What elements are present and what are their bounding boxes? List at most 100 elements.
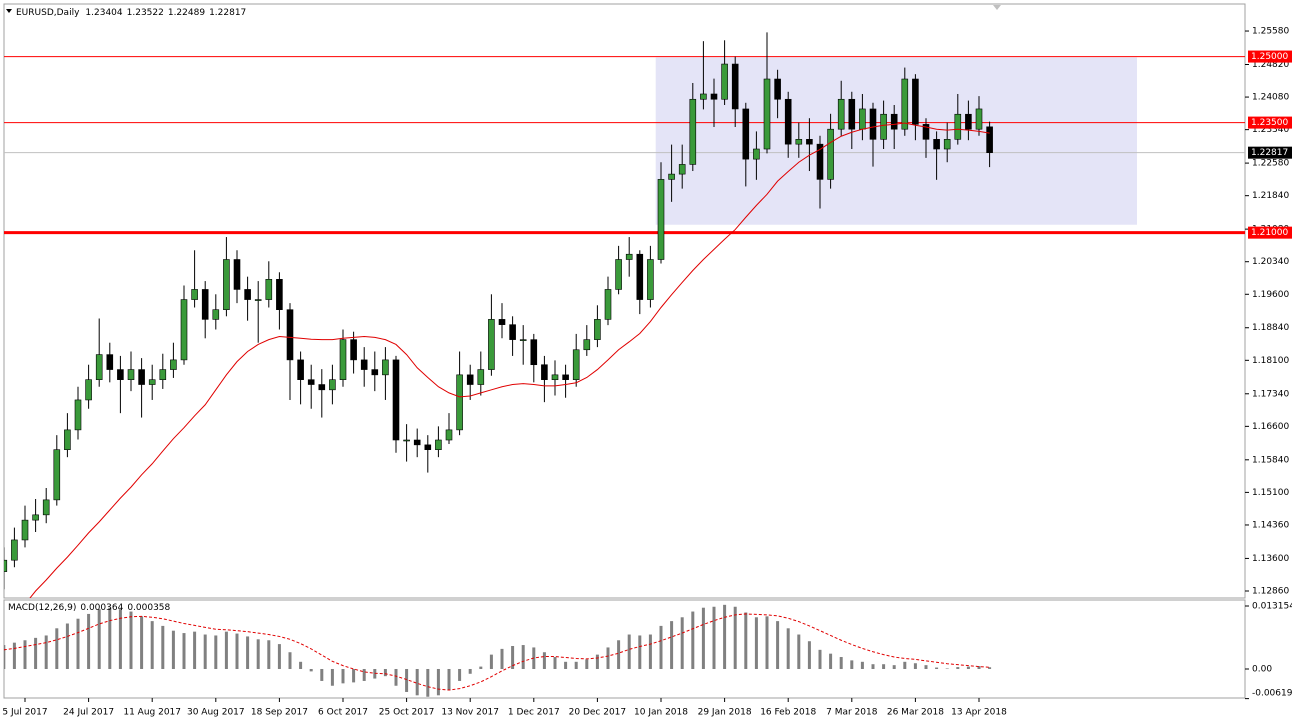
- macd-bar: [627, 634, 631, 669]
- x-tick-label: 5 Jul 2017: [2, 708, 47, 718]
- macd-bar: [892, 665, 896, 669]
- macd-bar: [447, 668, 451, 691]
- price-layer: [4, 32, 1245, 598]
- candle-body: [350, 339, 357, 361]
- macd-bar: [320, 668, 324, 681]
- macd-bar: [913, 663, 917, 669]
- candle-body: [4, 559, 8, 572]
- candle-body: [869, 108, 877, 140]
- candle-body: [816, 143, 824, 180]
- macd-bar: [786, 628, 790, 669]
- macd-bar: [129, 611, 133, 669]
- y-tick-label: 1.22580: [1252, 159, 1289, 169]
- macd-bar: [405, 668, 409, 692]
- macd-bar: [182, 633, 186, 669]
- chart-header: EURUSD,Daily 1.23404 1.23522 1.22489 1.22817: [16, 8, 246, 18]
- y-tick-label: 1.24080: [1252, 93, 1289, 103]
- candle-body: [297, 359, 304, 380]
- candle-body: [456, 374, 463, 431]
- y-tick-label: 1.20340: [1252, 257, 1289, 267]
- candle-body: [551, 374, 559, 380]
- candle-body: [763, 78, 771, 150]
- macd-bar: [765, 616, 769, 669]
- y-tick-label: 1.24820: [1252, 60, 1289, 70]
- macd-bar: [553, 657, 557, 669]
- macd-bar: [860, 661, 864, 669]
- macd-bar: [436, 668, 440, 696]
- candle-body: [965, 113, 972, 130]
- x-tick-label: 13 Nov 2017: [441, 708, 499, 718]
- candle-body: [477, 369, 485, 385]
- x-tick-label: 26 Mar 2018: [887, 708, 944, 718]
- level-label: 1.23500: [1251, 118, 1288, 128]
- macd-bar: [701, 607, 705, 669]
- macd-bar: [23, 640, 27, 669]
- menu-arrow[interactable]: [6, 9, 12, 13]
- macd-bar: [394, 668, 398, 686]
- candle-body: [191, 289, 198, 300]
- candle-body: [498, 319, 506, 325]
- macd-bar: [966, 666, 970, 669]
- candle-body: [583, 339, 591, 351]
- candle-body: [307, 379, 315, 385]
- macd-bar: [426, 668, 430, 697]
- candle-body: [827, 128, 834, 180]
- macd-bar: [277, 644, 281, 669]
- candle-body: [848, 98, 856, 130]
- candle-body: [615, 259, 622, 290]
- candle-body: [74, 399, 82, 431]
- macd-bar: [935, 667, 939, 669]
- macd-bar: [882, 664, 886, 669]
- macd-bar: [118, 609, 122, 669]
- candle-body: [223, 259, 230, 310]
- level-label-box: [1248, 226, 1292, 239]
- macd-bar: [489, 654, 493, 669]
- macd-bar: [680, 617, 684, 669]
- x-tick-label: 13 Apr 2018: [951, 708, 1007, 718]
- candle-body: [233, 259, 241, 290]
- macd-bar: [924, 665, 928, 669]
- candle-body: [106, 354, 114, 370]
- candle-body: [403, 439, 410, 442]
- candle-body: [975, 108, 983, 130]
- macd-bar: [871, 664, 875, 669]
- macd-bar: [659, 625, 663, 669]
- x-tick-label: 16 Feb 2018: [760, 708, 816, 718]
- macd-bar: [691, 611, 695, 669]
- candle-body: [445, 429, 453, 441]
- candle-body: [562, 374, 569, 380]
- candle-body: [180, 299, 188, 361]
- macd-bar: [776, 621, 780, 669]
- candle-body: [371, 369, 379, 376]
- macd-bar: [733, 606, 737, 669]
- y-tick-label: 0.013154: [1252, 602, 1292, 612]
- macd-bar: [12, 642, 16, 669]
- candle-body: [986, 126, 993, 153]
- macd-bar: [65, 623, 69, 669]
- candle-body: [286, 309, 294, 361]
- candle-body: [689, 98, 697, 165]
- y-tick-label: 1.18840: [1252, 323, 1289, 333]
- candle-body: [541, 364, 548, 380]
- candle-body: [424, 444, 432, 450]
- macd-bar: [309, 668, 313, 672]
- y-tick-label: 1.21840: [1252, 191, 1289, 201]
- candle-body: [742, 108, 750, 160]
- macd-bar: [977, 666, 981, 669]
- macd-bar: [945, 668, 949, 670]
- macd-main: 0.000364: [80, 603, 123, 613]
- macd-bar: [288, 652, 292, 669]
- candle-body: [901, 78, 909, 130]
- macd-title: MACD(12,26,9): [8, 603, 76, 613]
- y-tick-label: 1.17340: [1252, 389, 1289, 399]
- candle-body: [519, 339, 527, 341]
- macd-bar: [44, 635, 48, 669]
- macd-bar: [352, 668, 356, 683]
- candle-body: [604, 289, 612, 320]
- header-low: 1.22489: [168, 8, 205, 18]
- macd-layer: [4, 604, 992, 697]
- candle-body: [466, 374, 474, 385]
- macd-bar: [161, 625, 165, 669]
- macd-signal-line: [4, 613, 990, 691]
